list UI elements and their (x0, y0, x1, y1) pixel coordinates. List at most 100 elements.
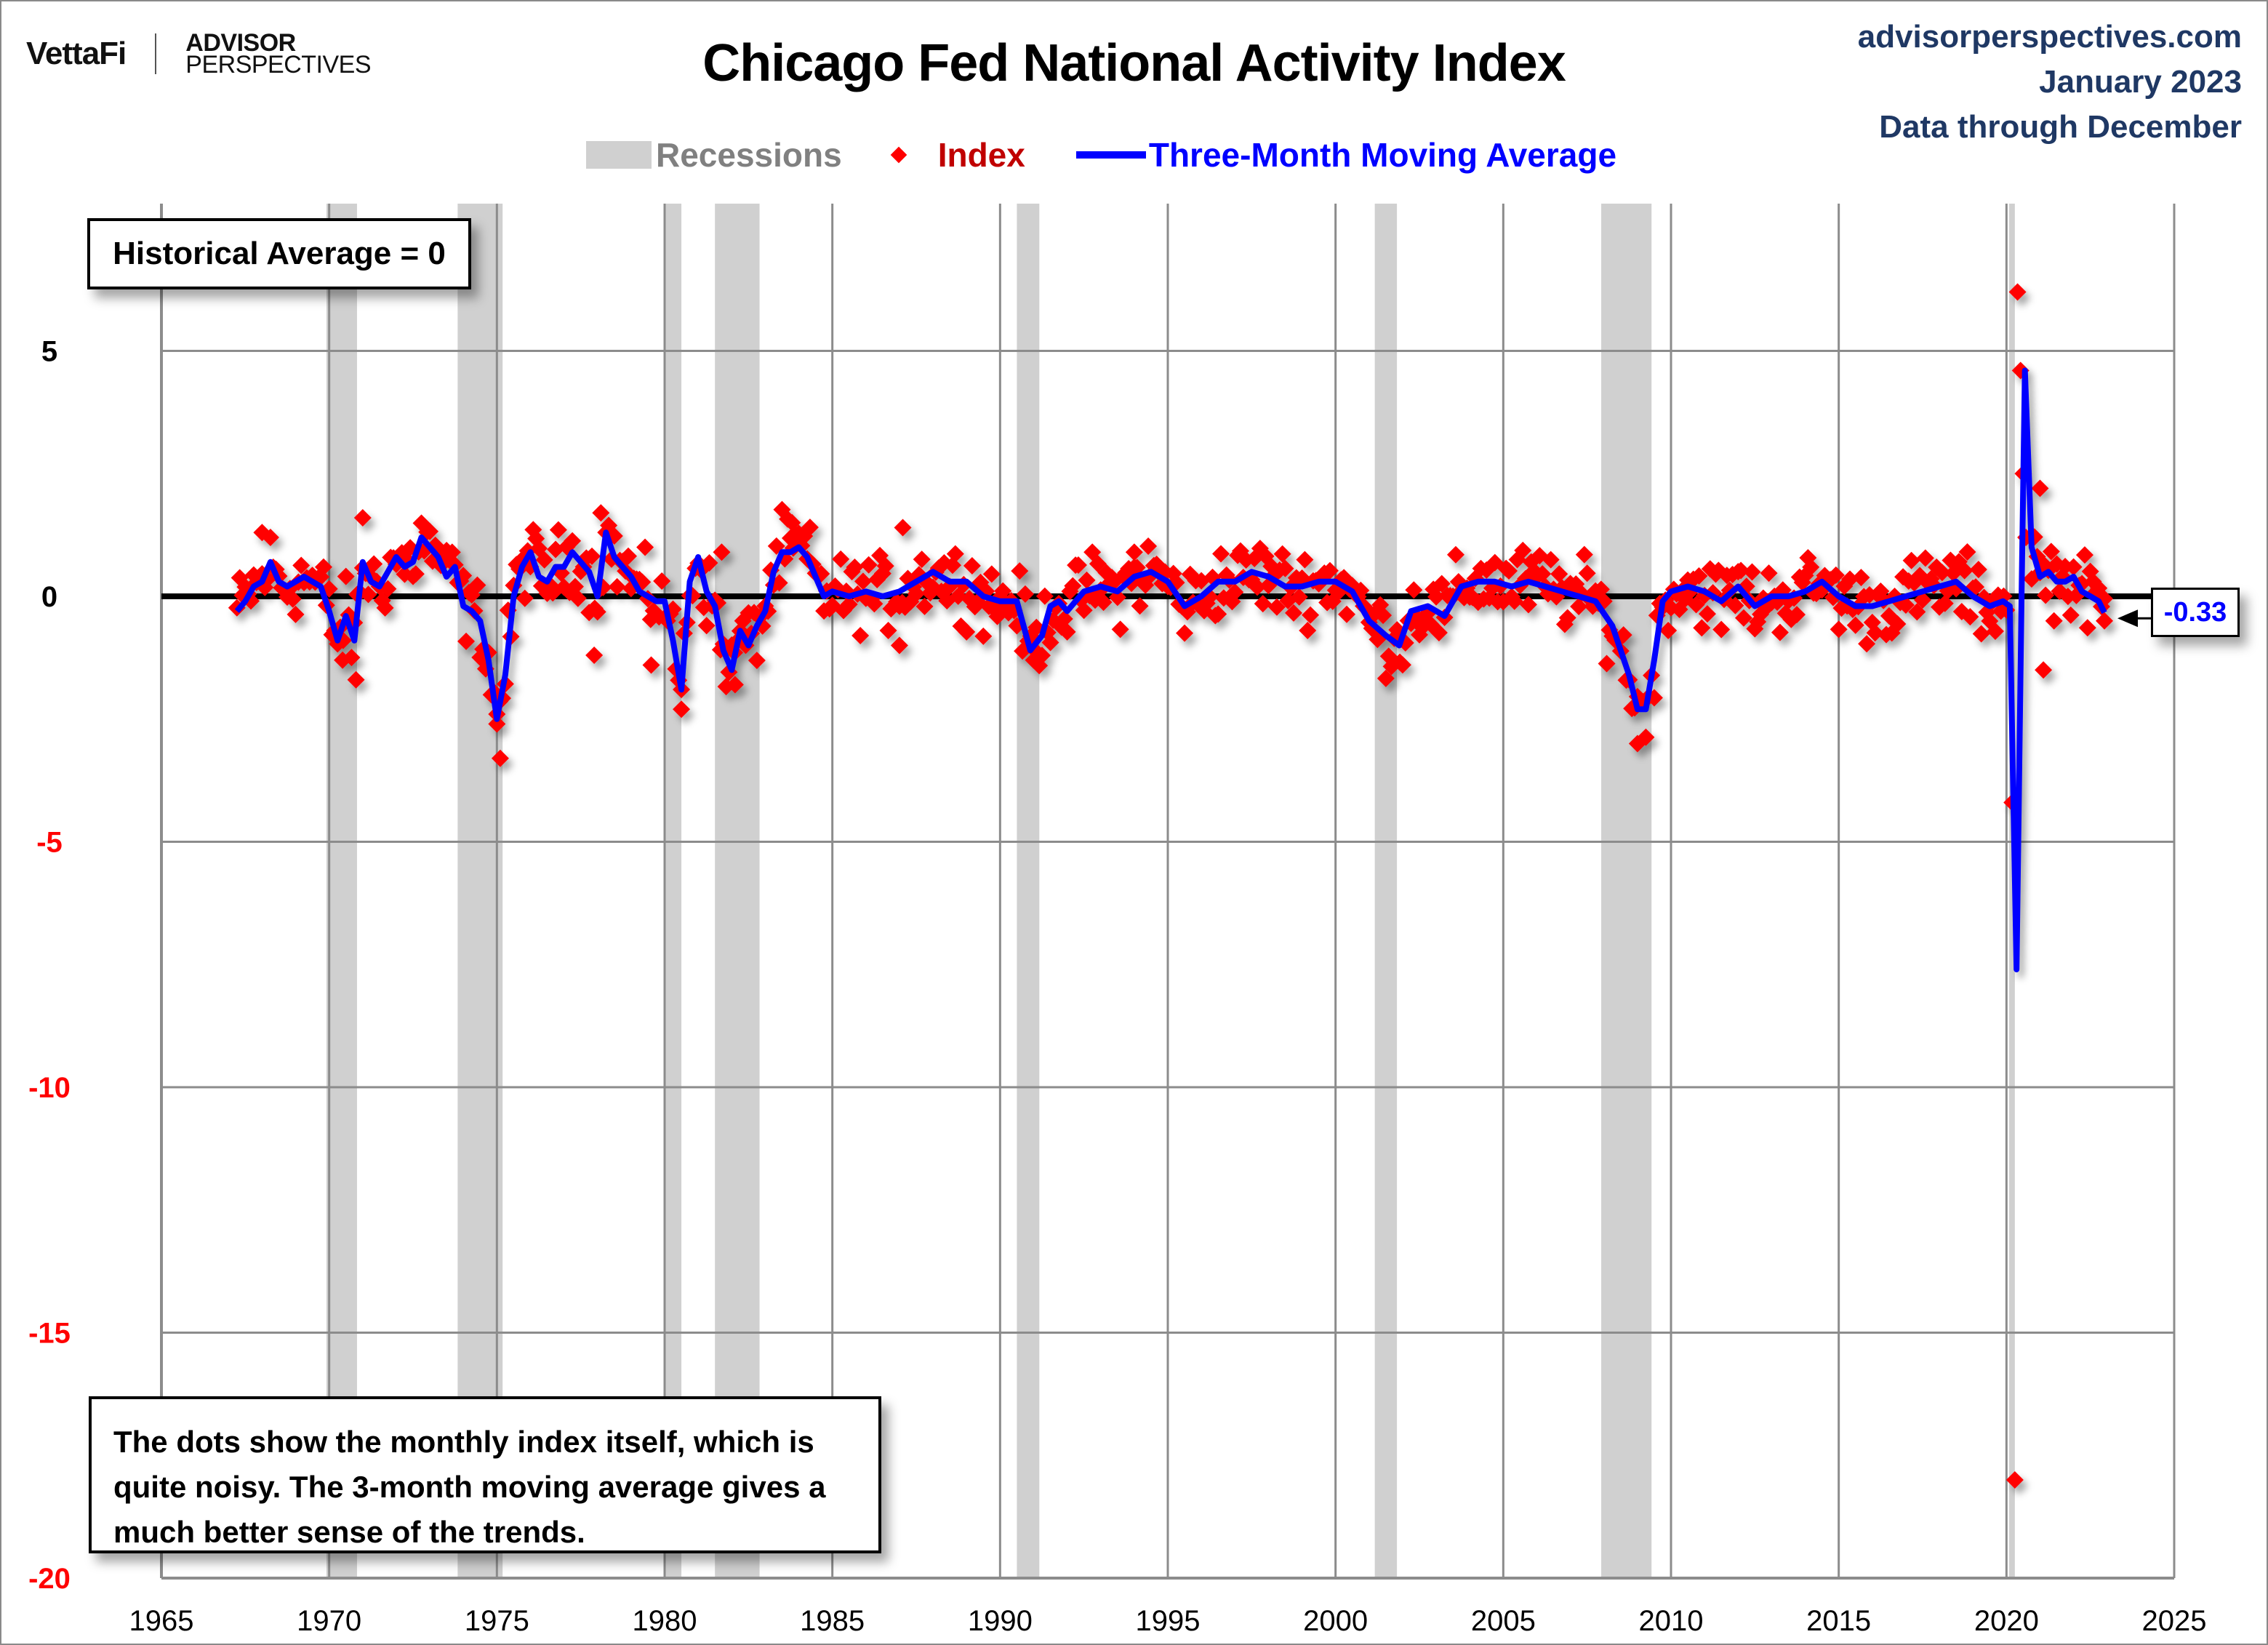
index-point (982, 565, 1001, 583)
index-point (1393, 656, 1411, 674)
index-point (535, 551, 553, 569)
index-point (1628, 735, 1646, 753)
index-point (2005, 1471, 2024, 1489)
index-point (1961, 608, 1979, 626)
index-point (846, 558, 864, 576)
index-point (2008, 283, 2027, 301)
index-point (347, 671, 365, 689)
index-point (1249, 578, 1267, 596)
index-point (1430, 624, 1448, 642)
index-point (1558, 609, 1576, 627)
grid-lines (160, 204, 2176, 1580)
index-point (713, 543, 731, 561)
index-point (1802, 558, 1820, 576)
index-point (620, 547, 638, 565)
legend-index: Index (890, 135, 1025, 175)
index-point (1575, 545, 1593, 564)
site-name: advisorperspectives.com (1857, 19, 2242, 55)
index-point (642, 656, 660, 674)
last-value-arrow (2117, 609, 2151, 628)
index-point (286, 605, 305, 623)
index-point (1972, 625, 1990, 643)
index-point (1712, 620, 1731, 639)
publication-date: January 2023 (2039, 64, 2242, 100)
data-through: Data through December (1879, 109, 2242, 145)
index-point (1035, 587, 1054, 605)
index-point (1726, 596, 1744, 615)
line-marker-icon (1075, 151, 1146, 159)
index-point (1285, 604, 1302, 622)
index-point (1025, 651, 1043, 669)
index-point (1064, 577, 1082, 595)
index-point (1254, 595, 1272, 613)
index-point (1296, 551, 1314, 569)
index-point (1534, 565, 1552, 583)
source-info: advisorperspectives.com January 2023 Dat… (1858, 15, 2242, 150)
legend-ma-label: Three-Month Moving Average (1148, 136, 1617, 174)
historical-average-box: Historical Average = 0 (87, 218, 471, 289)
index-point (2075, 546, 2093, 564)
index-point (491, 749, 509, 767)
index-point (2037, 586, 2055, 604)
index-point (457, 632, 476, 650)
index-point (783, 513, 801, 532)
index-point (1125, 543, 1143, 561)
index-point (1592, 580, 1610, 599)
index-point (1908, 603, 1926, 621)
index-point (994, 582, 1012, 600)
index-point (636, 538, 654, 556)
x-tick-label: 1995 (1136, 1605, 1201, 1637)
index-point (468, 576, 486, 594)
index-point (253, 524, 271, 542)
x-tick-label: 2000 (1303, 1605, 1368, 1637)
index-point (1693, 619, 1711, 637)
index-point (1519, 596, 1537, 614)
index-point (913, 551, 931, 569)
logo-divider (155, 33, 157, 74)
index-point (1734, 609, 1752, 627)
index-point (334, 651, 352, 669)
index-point (1659, 621, 1678, 639)
legend-recessions-label: Recessions (656, 136, 842, 174)
index-point (516, 589, 534, 607)
index-point (1852, 569, 1870, 587)
index-point (549, 521, 567, 539)
last-value-label: -0.33 (2151, 588, 2240, 637)
index-point (1732, 561, 1750, 580)
legend: Recessions Index Three-Month Moving Aver… (586, 135, 1667, 175)
index-point (1069, 556, 1087, 574)
x-tick-label: 2010 (1639, 1605, 1704, 1637)
index-point (2042, 543, 2060, 561)
index-point (1986, 623, 2004, 641)
index-point (488, 715, 506, 733)
index-point (2096, 612, 2114, 630)
index-point (337, 567, 355, 585)
index-point (859, 556, 878, 574)
index-point (1542, 551, 1560, 569)
index-point (588, 603, 606, 621)
x-tick-label: 1975 (465, 1605, 529, 1637)
index-point (963, 557, 981, 575)
index-point (1936, 594, 1954, 612)
index-point (566, 577, 584, 596)
index-point (585, 647, 604, 664)
index-point (608, 577, 626, 596)
index-point (697, 617, 716, 635)
index-point (314, 558, 332, 576)
index-point (1788, 606, 1806, 624)
index-point (907, 585, 925, 603)
index-point (406, 565, 425, 583)
index-point (1743, 563, 1761, 581)
index-point (1094, 593, 1113, 612)
recession-band (1601, 204, 1652, 1578)
index-point (284, 590, 302, 608)
index-point (1267, 598, 1286, 616)
index-point (1075, 601, 1093, 620)
index-point (851, 626, 870, 644)
index-point (1016, 585, 1034, 603)
series-layer (228, 283, 2114, 1489)
index-point (1771, 623, 1789, 641)
recession-band (715, 204, 760, 1578)
index-point (1058, 623, 1076, 641)
